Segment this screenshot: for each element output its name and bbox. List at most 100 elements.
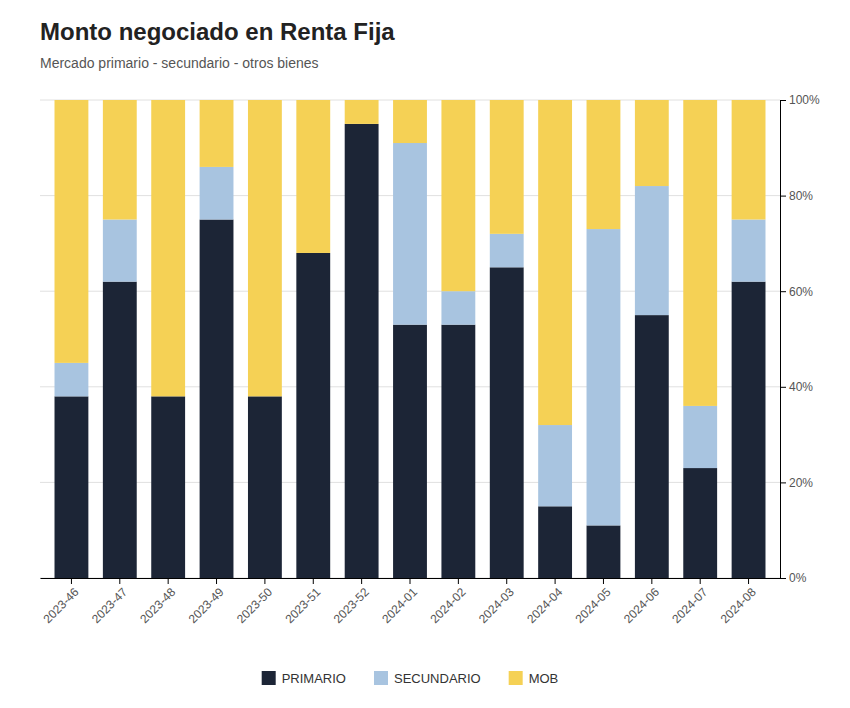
legend-label: SECUNDARIO	[394, 671, 481, 686]
tick-mark	[264, 578, 265, 584]
bar	[587, 229, 621, 525]
tick-label: 2023-47	[89, 585, 130, 626]
tick: 2024-06	[621, 578, 662, 626]
tick-label: 2024-04	[524, 585, 565, 626]
bar	[587, 100, 621, 229]
tick: 2023-50	[234, 578, 275, 626]
bar	[441, 325, 475, 578]
bar	[587, 525, 621, 578]
tick-mark	[361, 578, 362, 584]
bar	[55, 100, 89, 363]
legend-swatch	[374, 671, 388, 685]
bar	[151, 396, 185, 578]
legend-item: PRIMARIO	[262, 671, 346, 686]
bar	[635, 315, 669, 578]
tick-label: 40%	[789, 380, 813, 394]
title: Monto negociado en Renta Fija	[40, 18, 395, 45]
bar	[345, 124, 379, 578]
tick-label: 2023-52	[331, 585, 372, 626]
axis-line	[780, 101, 781, 579]
legend-item: SECUNDARIO	[374, 671, 481, 686]
tick-label: 2023-48	[137, 585, 178, 626]
tick-mark	[780, 196, 786, 197]
legend-swatch	[509, 671, 523, 685]
bar	[103, 220, 137, 282]
tick-label: 20%	[789, 476, 813, 490]
tick: 2024-03	[476, 578, 517, 626]
tick-label: 100%	[789, 93, 820, 107]
bar	[635, 186, 669, 315]
tick-label: 2024-03	[476, 585, 517, 626]
tick: 2023-48	[137, 578, 178, 626]
tick-label: 2024-08	[718, 585, 759, 626]
bar	[151, 100, 185, 396]
tick-label: 2023-50	[234, 585, 275, 626]
chart: Monto negociado en Renta Fija Mercado pri…	[0, 0, 850, 708]
tick-mark	[506, 578, 507, 584]
bar	[248, 100, 282, 396]
legend-label: MOB	[529, 671, 559, 686]
tick: 2023-46	[41, 578, 82, 626]
bar	[55, 363, 89, 396]
tick-label: 0%	[789, 571, 807, 585]
tick-mark	[780, 387, 786, 388]
tick-label: 2024-01	[379, 585, 420, 626]
bar	[732, 282, 766, 578]
legend: PRIMARIO SECUNDARIO MOB	[262, 671, 559, 686]
bar	[538, 100, 572, 425]
tick: 60%	[780, 285, 813, 299]
bar	[55, 396, 89, 578]
tick-mark	[313, 578, 314, 584]
bar	[296, 100, 330, 253]
tick-mark	[410, 578, 411, 584]
tick: 2024-04	[524, 578, 565, 626]
bar	[200, 100, 234, 167]
bar	[490, 100, 524, 234]
tick: 20%	[780, 476, 813, 490]
tick-label: 80%	[789, 189, 813, 203]
tick-label: 2023-49	[186, 585, 227, 626]
tick: 0%	[780, 571, 807, 585]
bar	[732, 100, 766, 220]
legend-label: PRIMARIO	[282, 671, 346, 686]
tick-mark	[71, 578, 72, 584]
bars	[55, 100, 766, 578]
bar	[200, 167, 234, 220]
bar	[393, 143, 427, 325]
bar	[538, 506, 572, 578]
tick-mark	[555, 578, 556, 584]
tick-mark	[780, 100, 786, 101]
tick: 2024-02	[428, 578, 469, 626]
tick-mark	[780, 482, 786, 483]
tick-label: 2023-51	[282, 585, 323, 626]
tick: 2024-07	[669, 578, 710, 626]
tick: 2024-01	[379, 578, 420, 626]
tick-mark	[603, 578, 604, 584]
tick-mark	[748, 578, 749, 584]
series	[55, 100, 766, 425]
x-axis: 2023-462023-472023-482023-492023-502023-…	[41, 578, 781, 626]
legend-swatch	[262, 671, 276, 685]
tick-label: 2024-02	[428, 585, 469, 626]
bar	[103, 100, 137, 220]
subtitle: Mercado primario - secundario - otros bi…	[40, 55, 319, 71]
bar	[345, 100, 379, 124]
bar	[683, 100, 717, 406]
grid	[40, 100, 780, 578]
tick: 40%	[780, 380, 813, 394]
bar	[103, 282, 137, 578]
bar	[393, 100, 427, 143]
tick-label: 2024-07	[669, 585, 710, 626]
tick-mark	[700, 578, 701, 584]
tick-label: 2023-46	[41, 585, 82, 626]
tick-mark	[651, 578, 652, 584]
bar	[683, 468, 717, 578]
bar	[441, 291, 475, 324]
tick-mark	[458, 578, 459, 584]
bar	[635, 100, 669, 186]
y-axis: 0% 20% 40% 60% 80% 100%	[780, 93, 820, 585]
bar	[732, 220, 766, 282]
tick: 2024-08	[718, 578, 759, 626]
tick: 100%	[780, 93, 820, 107]
tick: 2023-51	[282, 578, 323, 626]
